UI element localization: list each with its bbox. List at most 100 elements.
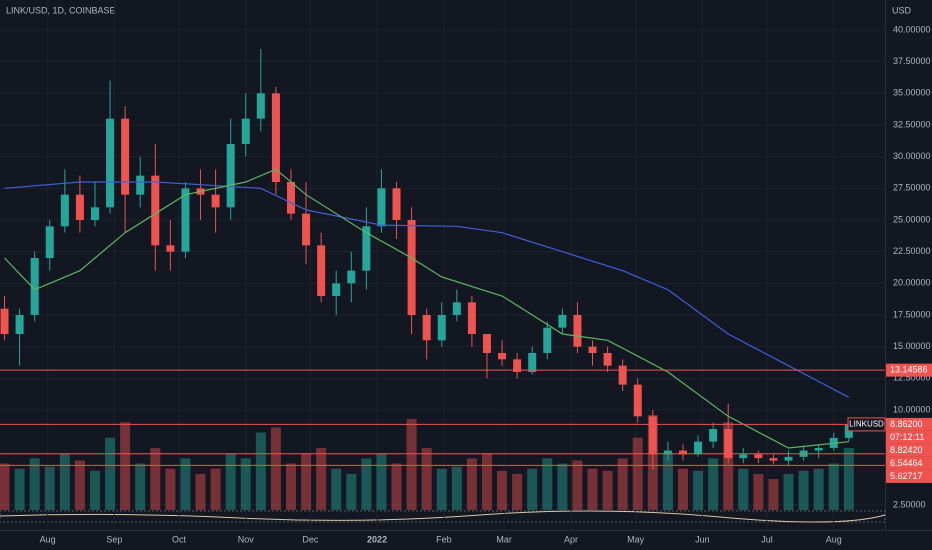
volume-bar xyxy=(557,463,568,510)
candle-body xyxy=(452,302,461,315)
volume-bar xyxy=(798,470,809,510)
x-tick-label: Oct xyxy=(172,534,187,544)
price-level-label: 8.86200 xyxy=(890,419,923,429)
moving-average-line xyxy=(4,168,849,449)
candle-body xyxy=(648,416,657,455)
candle-body xyxy=(784,456,793,461)
volume-bar xyxy=(195,473,206,510)
candle-body xyxy=(106,118,115,208)
volume-bar xyxy=(451,466,462,510)
price-level-label: 13.14586 xyxy=(890,365,928,375)
volume-bar xyxy=(14,468,25,510)
candle-body xyxy=(136,175,145,195)
candle-body xyxy=(709,429,718,442)
y-tick-label: 35.00000 xyxy=(893,88,931,98)
ma-label: 8.82420 xyxy=(890,445,923,455)
candle-body xyxy=(588,346,597,353)
x-tick-label: Jul xyxy=(761,534,773,544)
y-tick-label: 20.00000 xyxy=(893,278,931,288)
volume-bar xyxy=(723,422,734,510)
candle-body xyxy=(211,194,220,208)
indicator-line xyxy=(0,510,886,523)
volume-bar xyxy=(240,458,251,510)
volume-bar xyxy=(210,468,221,510)
volume-bar xyxy=(74,460,85,510)
candle-body xyxy=(618,365,627,385)
candle-body xyxy=(724,429,733,459)
countdown-label: 07:12:11 xyxy=(890,432,924,442)
x-tick-label: Dec xyxy=(302,534,319,544)
candle-body xyxy=(256,93,265,119)
x-tick-label: Aug xyxy=(40,534,56,544)
x-tick-label: Mar xyxy=(496,534,512,544)
candle-body xyxy=(543,327,552,353)
price-level-label-box xyxy=(886,456,932,470)
symbol-label: LINKUSD xyxy=(849,420,884,429)
volume-bar xyxy=(436,468,447,510)
volume-bar xyxy=(617,458,628,510)
volume-bar xyxy=(783,473,794,510)
y-tick-label: 25.00000 xyxy=(893,214,931,224)
candle-body xyxy=(60,194,69,227)
volume-bar xyxy=(29,458,40,510)
volume-bar xyxy=(105,437,116,510)
volume-bar xyxy=(270,427,281,510)
volume-bar xyxy=(180,458,191,510)
volume-bar xyxy=(391,463,402,510)
grid-layer xyxy=(0,0,885,530)
y-tick-label: 12.50000 xyxy=(893,373,931,383)
y-tick-label: 30.00000 xyxy=(893,151,931,161)
candle-body xyxy=(0,308,9,334)
candle-body xyxy=(166,245,175,252)
candle-body xyxy=(90,207,99,220)
volume-bar xyxy=(662,453,673,510)
candle-body xyxy=(573,315,582,347)
volume-bar xyxy=(331,468,342,510)
x-tick-label: Feb xyxy=(436,534,452,544)
volume-bar xyxy=(693,470,704,510)
candle-body xyxy=(739,454,748,459)
countdown-label-box xyxy=(886,430,932,444)
volume-bar xyxy=(120,422,131,510)
candle-body xyxy=(754,454,763,459)
y-tick-label: 2.50000 xyxy=(893,499,926,509)
x-tick-label: Apr xyxy=(564,534,578,544)
symbol-label-box xyxy=(847,417,886,432)
candle-body xyxy=(30,258,39,315)
volume-bar xyxy=(587,468,598,510)
volume-bar xyxy=(135,463,146,510)
volume-bar xyxy=(843,448,854,510)
volume-bar xyxy=(512,473,523,510)
candle-body xyxy=(528,353,537,372)
volume-bar xyxy=(572,460,583,510)
volume-bar xyxy=(813,468,824,510)
candle-body xyxy=(226,144,235,208)
y-tick-label: 32.50000 xyxy=(893,119,931,129)
price-level-label: 6.54464 xyxy=(890,458,923,468)
y-tick-label: 37.50000 xyxy=(893,56,931,66)
candle-body xyxy=(347,270,356,284)
moving-average-line xyxy=(4,181,850,398)
price-level-label: 5.62717 xyxy=(890,471,923,481)
volume-bar xyxy=(497,470,508,510)
volume-bar xyxy=(225,453,236,510)
price-level-label-box xyxy=(886,363,932,377)
price-level-label-box xyxy=(886,469,932,483)
candle-body xyxy=(482,334,491,353)
candle-body xyxy=(181,188,190,252)
volume-bar xyxy=(346,473,357,510)
candle-body xyxy=(302,213,311,246)
candle-body xyxy=(271,93,280,182)
volume-bar xyxy=(481,453,492,510)
volume-bar xyxy=(677,468,688,510)
volume-bar xyxy=(753,473,764,510)
y-tick-label: 17.50000 xyxy=(893,309,931,319)
x-tick-label: May xyxy=(627,534,645,544)
volume-bar xyxy=(285,463,296,510)
candle-body xyxy=(45,226,54,258)
x-tick-label: 2022 xyxy=(367,534,387,544)
candle-body xyxy=(694,441,703,455)
volume-bar xyxy=(421,448,432,510)
volume-bar xyxy=(316,448,327,510)
volume-bar xyxy=(255,432,266,510)
